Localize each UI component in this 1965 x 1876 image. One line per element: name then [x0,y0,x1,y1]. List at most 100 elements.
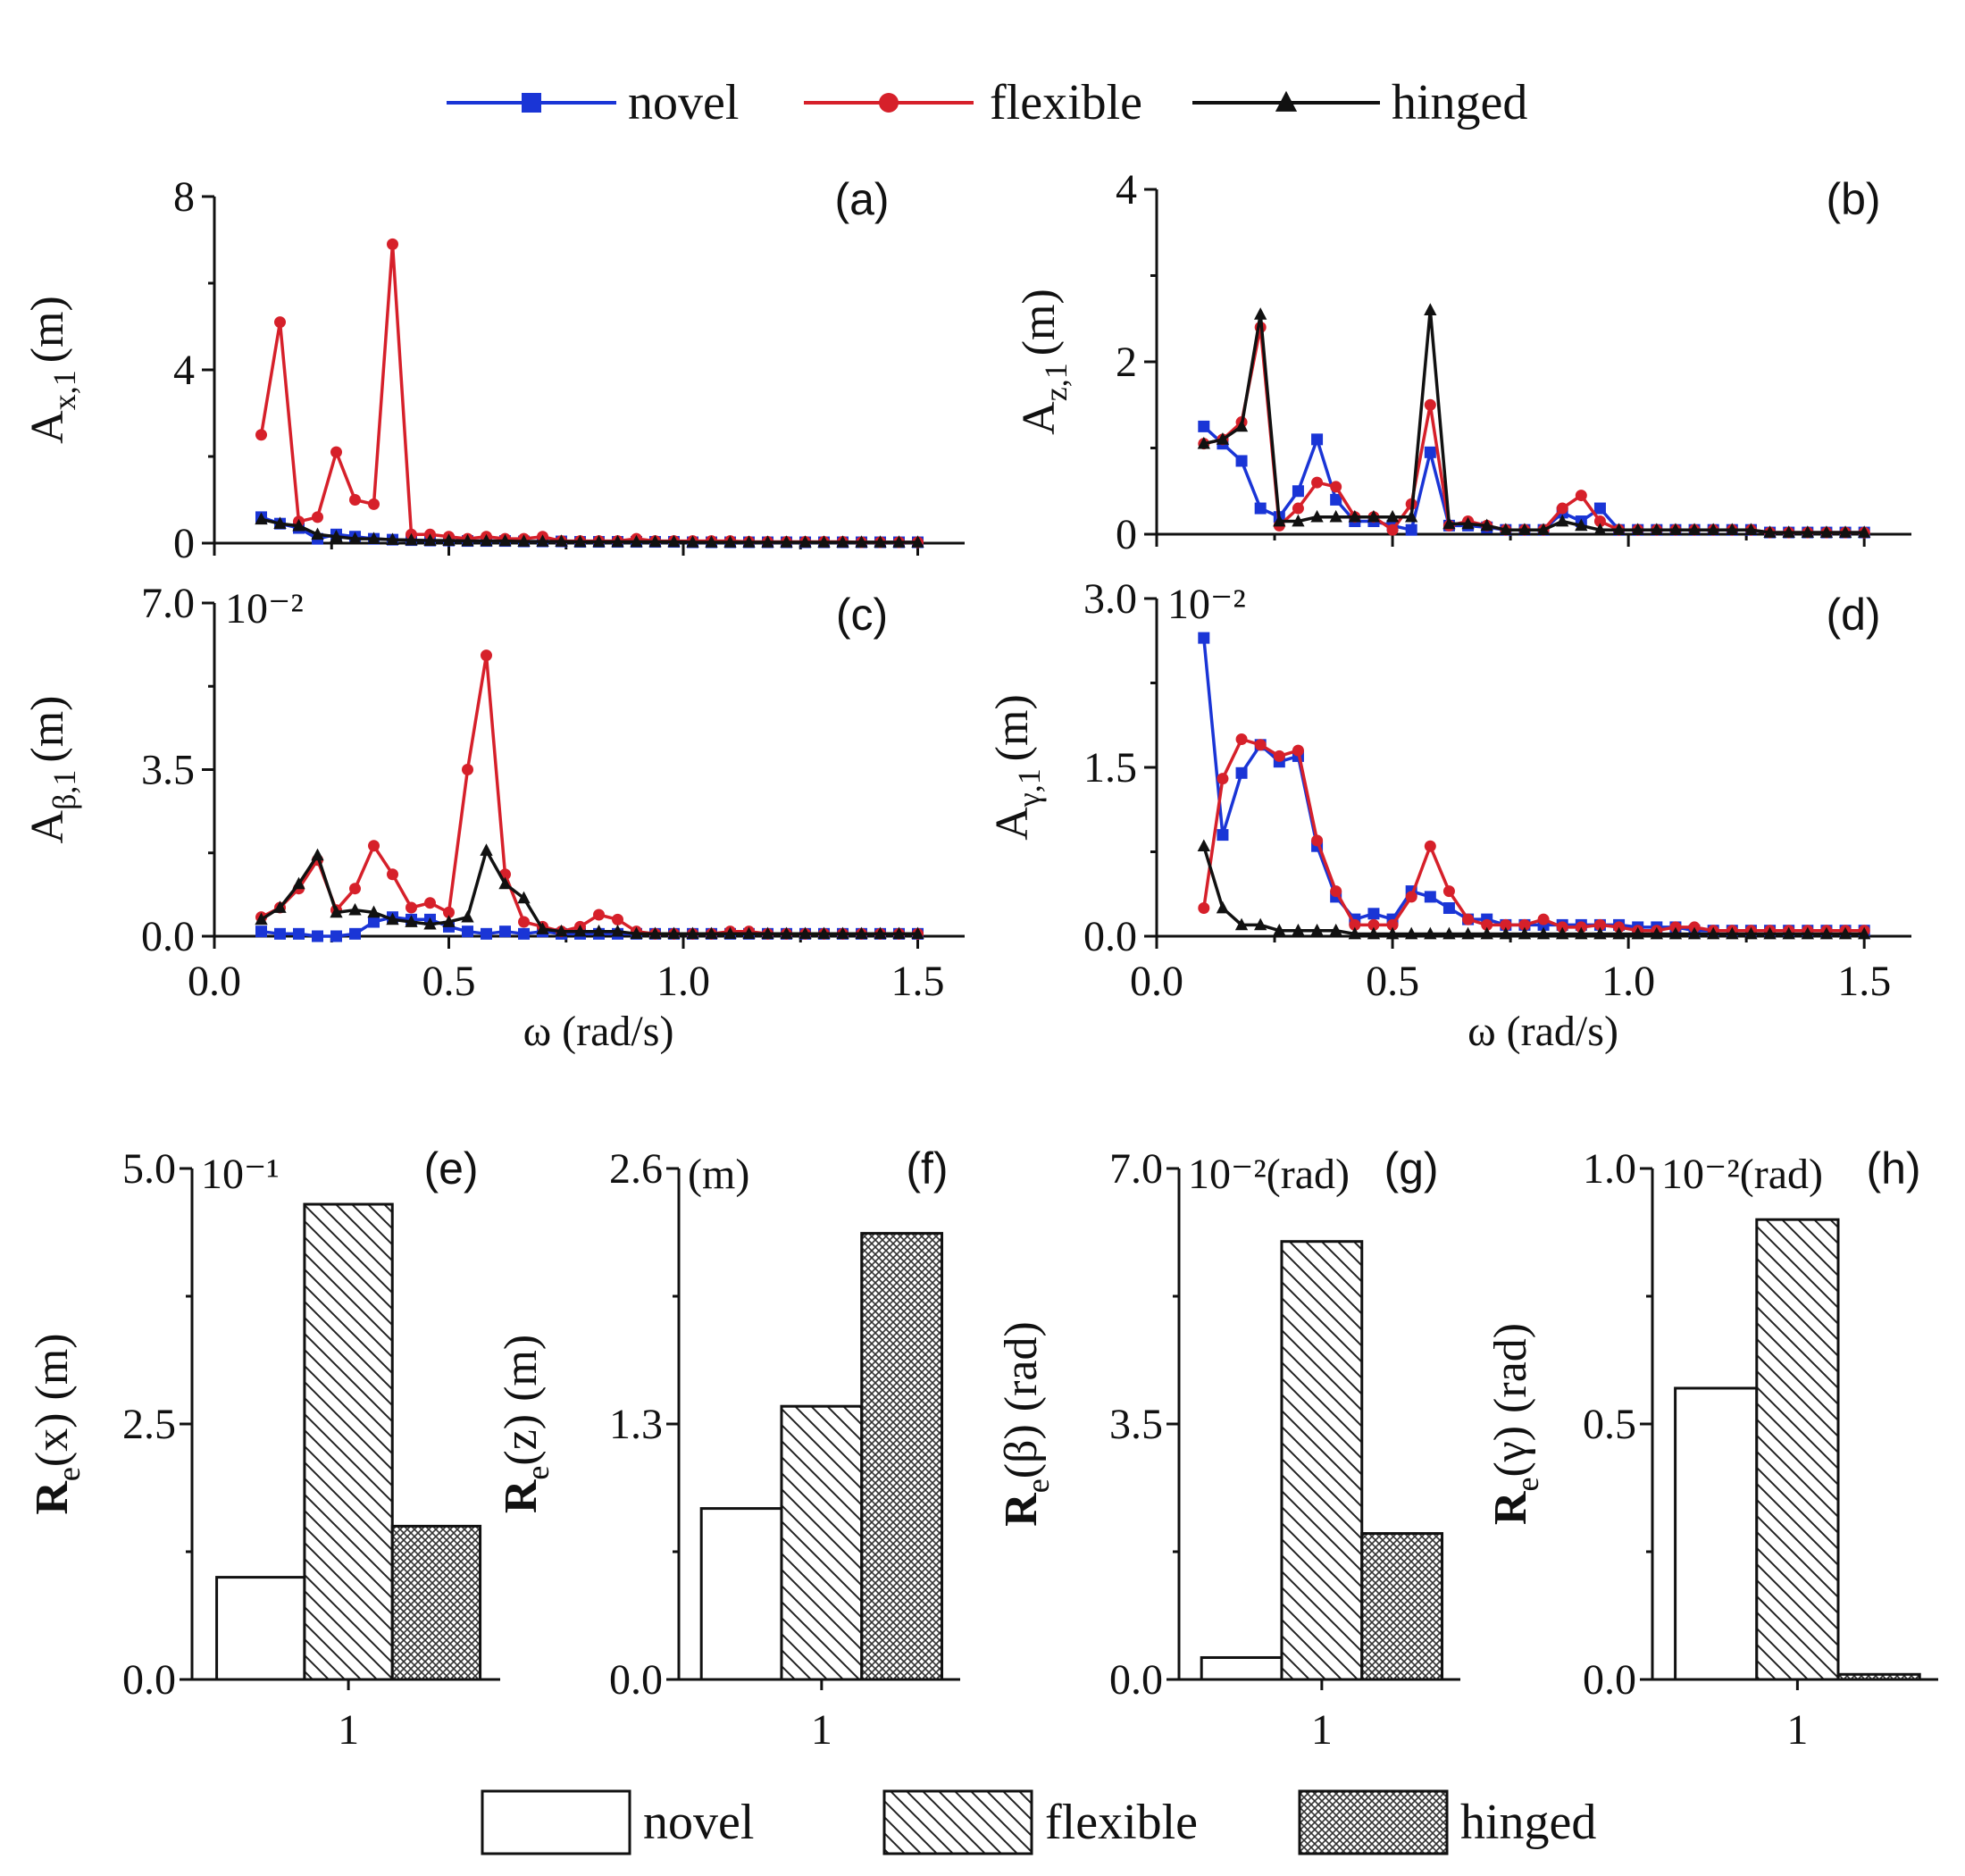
point-flexible [462,764,473,775]
point-hinged [311,527,324,540]
point-flexible [1311,476,1324,489]
point-flexible [612,913,623,925]
point-hinged [1668,926,1683,940]
panel-a-ax-response: 0 4 8 (a) Ax,1 (m) [22,173,965,567]
point-novel [312,930,323,942]
panel-tag: (a) [834,174,889,224]
point-hinged [273,516,287,530]
point-hinged [480,843,493,856]
point-hinged [423,533,437,546]
point-hinged [1499,926,1512,940]
point-hinged [517,891,531,904]
point-hinged [498,533,512,547]
point-flexible [1593,918,1606,931]
point-novel [462,925,473,938]
point-flexible [387,238,398,250]
point-flexible [1198,902,1210,914]
point-hinged [330,905,343,918]
point-hinged [592,534,606,548]
y-tick-label: 0 [1116,511,1137,558]
point-hinged [799,926,812,940]
point-hinged [1518,523,1532,536]
point-hinged [1593,926,1607,940]
point-hinged [630,926,643,940]
point-hinged [1782,926,1795,940]
point-hinged [1612,926,1626,940]
y-tick-label: 1.0 [1583,1145,1636,1193]
point-flexible [312,511,323,523]
y-label-sub: e [1509,1478,1545,1492]
point-flexible [1424,840,1436,852]
panel-tag: (g) [1384,1143,1438,1193]
point-flexible [1386,918,1399,931]
point-novel [1442,902,1455,914]
point-hinged [1631,523,1644,536]
y-axis-label: Re(z) (m) [496,1335,556,1513]
panel-tag: (h) [1866,1143,1920,1193]
point-flexible [1292,502,1304,515]
y-label-main: A [22,410,73,444]
point-flexible [1311,834,1324,847]
point-hinged [1461,926,1475,940]
point-novel [1198,420,1210,432]
point-hinged [1782,525,1795,538]
point-flexible [387,868,398,881]
point-hinged [1216,900,1230,914]
x-tick-label: 1 [811,1706,832,1754]
point-hinged [461,909,474,923]
point-hinged [367,905,380,918]
point-hinged [1650,926,1663,940]
panel-tag: (b) [1826,174,1880,224]
point-hinged [1819,525,1834,538]
x-tick-label: 0.5 [422,958,476,1005]
y-tick-label: 8 [173,173,195,221]
y-tick-label: 3.5 [1109,1401,1163,1448]
point-hinged [1234,917,1249,931]
point-hinged [1329,509,1342,523]
bar-novel [1200,1655,1284,1681]
point-flexible [1405,891,1417,903]
point-flexible [1593,515,1606,528]
y-label-sub: x,1 [46,370,82,410]
legend-marker-flexible [879,93,899,113]
point-hinged [1726,926,1739,940]
point-novel [1235,766,1248,779]
point-novel [1198,632,1210,644]
point-hinged [292,876,305,890]
point-hinged [1405,926,1418,940]
point-hinged [874,535,887,548]
legend-top: novel flexible hinged [447,75,1527,130]
point-hinged [705,535,718,548]
point-hinged [461,533,474,547]
y-tick-label: 0.0 [1083,913,1137,960]
x-tick-label: 0.5 [1366,958,1419,1005]
point-flexible [1235,733,1248,745]
point-hinged [667,534,681,548]
point-flexible [1556,502,1568,515]
point-novel [1254,502,1267,515]
x-tick-label: 1.5 [1837,958,1891,1005]
point-flexible [1537,913,1550,925]
y-label-arg: (γ) [1485,1426,1536,1478]
point-novel [1217,829,1229,842]
series-line-flexible [1202,737,1865,933]
y-axis-label: Aβ,1 (m) [22,696,82,844]
y-tick-label: 7.0 [1109,1145,1163,1193]
y-label-sub: e [520,1466,556,1480]
point-hinged [573,534,587,548]
point-novel [368,916,380,928]
bar-novel [1674,1386,1759,1681]
unit-note: 10⁻²(rad) [1661,1151,1823,1198]
point-hinged [1707,523,1720,536]
bar-novel [699,1507,783,1681]
point-hinged [911,926,924,940]
y-axis-label: Az,1 (m) [1014,289,1074,435]
point-hinged [686,535,699,548]
point-hinged [1461,516,1475,530]
y-tick-label: 0 [173,520,195,567]
point-flexible [518,916,530,928]
point-novel [255,925,267,938]
point-hinged [1480,926,1493,940]
y-axis-label: Re(β) (rad) [996,1321,1056,1527]
bar-flexible [1755,1218,1840,1681]
